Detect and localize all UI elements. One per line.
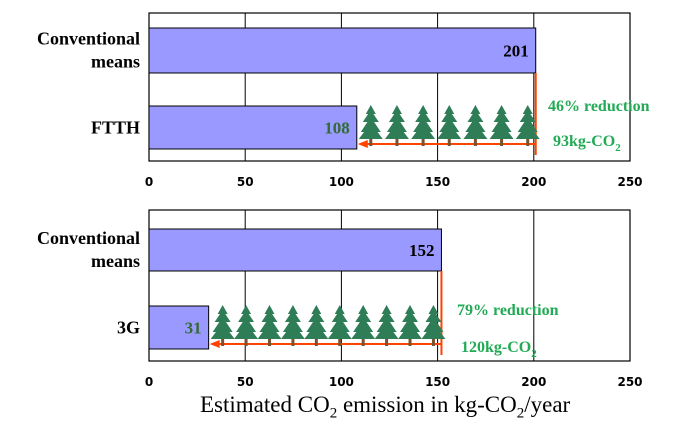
x-tick-label: 0 xyxy=(145,375,153,389)
tree-icon xyxy=(437,105,462,146)
bar-2 xyxy=(148,105,358,150)
reduction-arrow-head xyxy=(357,140,368,148)
bar-1 xyxy=(148,228,442,272)
tree-icon xyxy=(257,305,282,346)
reduction-arrow-head xyxy=(209,340,220,348)
x-tick-label: 200 xyxy=(521,375,546,389)
x-axis-title-sub1: 2 xyxy=(329,405,338,422)
bar-2 xyxy=(148,305,210,350)
x-tick-label: 0 xyxy=(145,175,153,189)
reduction-percent-label: 46% reduction xyxy=(548,98,650,115)
tree-icon xyxy=(398,305,423,346)
x-axis-title-sub2: 2 xyxy=(516,405,525,422)
category-label: Conventional xyxy=(37,228,140,248)
chart-panel-2: 0 50 100 150 200 250 152 31 Conventional means 3G 7… xyxy=(37,209,643,389)
tree-icon xyxy=(351,305,376,346)
tree-icon xyxy=(374,305,399,346)
bar-value-label: 201 xyxy=(503,42,529,61)
x-axis-title: Estimated CO2 emission in kg-CO2/year xyxy=(200,392,680,423)
reduction-amount-label: 93kg-CO2 xyxy=(553,133,621,154)
tree-icon xyxy=(489,105,514,146)
reduction-amount-label: 120kg-CO2 xyxy=(461,339,537,360)
x-tick-label: 100 xyxy=(329,175,354,189)
x-tick-label: 200 xyxy=(521,175,546,189)
bar-value-label: 31 xyxy=(185,319,202,338)
category-label: 3G xyxy=(117,318,140,338)
bar-1 xyxy=(148,27,537,74)
category-label: Conventional xyxy=(37,29,140,49)
x-tick-label: 250 xyxy=(617,375,642,389)
plot-area xyxy=(148,209,631,362)
x-axis-title-mid: emission in kg-CO xyxy=(337,392,517,417)
category-label: FTTH xyxy=(91,118,140,138)
x-tick-label: 150 xyxy=(425,375,450,389)
tree-icon xyxy=(234,305,259,346)
category-label: means xyxy=(91,52,140,72)
tree-icon xyxy=(384,105,409,146)
tree-icon xyxy=(358,105,383,146)
chart-panel-1: 0 50 100 150 200 250 201 108 Conventional means FT… xyxy=(37,12,650,189)
x-tick-label: 50 xyxy=(237,375,254,389)
tree-icon xyxy=(304,305,329,346)
bar-value-label: 152 xyxy=(409,241,435,260)
tree-icon xyxy=(327,305,352,346)
tree-icon xyxy=(463,105,488,146)
x-tick-label: 50 xyxy=(237,175,254,189)
plot-area xyxy=(148,12,631,162)
x-tick-label: 250 xyxy=(617,175,642,189)
reduction-percent-label: 79% reduction xyxy=(457,302,559,319)
tree-icon xyxy=(210,305,235,346)
x-tick-label: 150 xyxy=(425,175,450,189)
x-axis-title-post: /year xyxy=(524,392,571,417)
x-tick-label: 100 xyxy=(329,375,354,389)
tree-icon xyxy=(280,305,305,346)
bar-value-label: 108 xyxy=(324,119,350,138)
tree-icon xyxy=(411,105,436,146)
category-label: means xyxy=(91,251,140,271)
x-axis-title-pre: Estimated CO xyxy=(200,392,330,417)
